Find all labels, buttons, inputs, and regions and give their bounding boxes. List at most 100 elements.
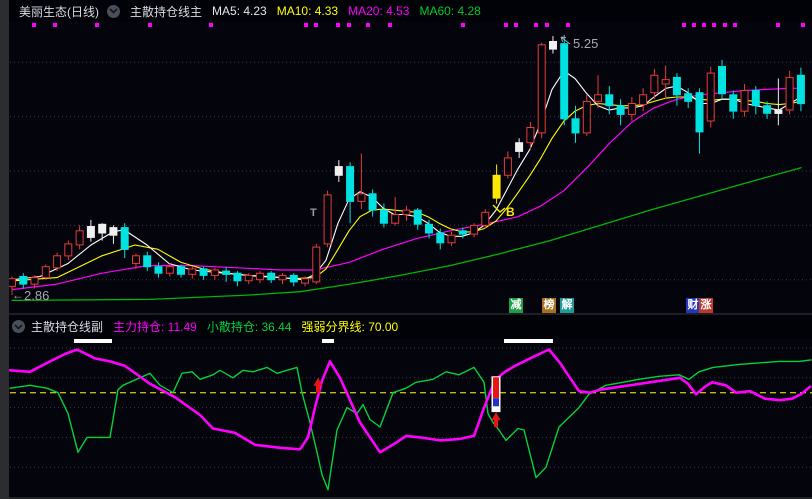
ma-line-ma5 — [11, 70, 802, 281]
sub-titlebar: 主散持仓线副 主力持仓: 11.49 小散持仓: 36.44 强弱分界线: 70… — [9, 315, 812, 338]
ma10-value: MA10: 4.33 — [276, 4, 339, 18]
candle — [470, 224, 479, 235]
event-badge[interactable]: 解 — [560, 298, 574, 313]
buy-arrow-icon — [491, 412, 501, 428]
candle — [222, 270, 231, 275]
holding-line — [8, 348, 812, 454]
event-badge[interactable]: 财 — [686, 298, 700, 313]
high-price-label: 5.25 — [573, 36, 598, 51]
retail-holding-value: 小散持仓: 36.44 — [206, 320, 292, 334]
candle — [402, 209, 411, 216]
candles[interactable] — [8, 35, 805, 295]
candle — [346, 166, 355, 202]
ma-line-ma60 — [11, 167, 802, 302]
bottom-border — [0, 497, 812, 499]
buy-arrow-icon — [313, 377, 323, 393]
candle — [718, 66, 726, 95]
candle — [323, 194, 332, 245]
signal-dots — [32, 23, 805, 27]
stock-title: 美丽生态(日线) — [19, 4, 99, 19]
strength-threshold-value: 强弱分界线: 70.00 — [301, 320, 399, 334]
chevron-down-icon[interactable] — [107, 4, 120, 18]
candle — [616, 105, 625, 115]
candle — [30, 277, 39, 285]
low-arrow-icon: ← — [12, 288, 24, 302]
low-price-label: 2.86 — [24, 288, 49, 303]
candle — [199, 268, 208, 276]
candle — [188, 268, 197, 275]
candle — [774, 109, 783, 114]
candle — [75, 230, 84, 246]
candle — [684, 93, 693, 102]
candle — [785, 76, 794, 111]
candle — [672, 76, 681, 96]
high-arrow-icon — [560, 36, 571, 45]
candle — [594, 94, 602, 102]
strength-bar — [74, 339, 112, 343]
candle — [312, 246, 321, 283]
ma5-value: MA5: 4.23 — [212, 4, 267, 18]
candle — [639, 94, 648, 106]
holding-line — [9, 359, 812, 491]
ma-line-ma10 — [11, 96, 802, 282]
candle — [425, 223, 433, 234]
candle — [64, 243, 73, 257]
candle — [447, 234, 456, 244]
candle — [357, 193, 366, 202]
candle — [8, 278, 16, 287]
event-badge[interactable]: 减 — [509, 298, 523, 313]
b-signal-marker: B — [506, 205, 515, 219]
candle — [751, 90, 760, 107]
candle — [695, 92, 704, 133]
candle — [492, 174, 501, 199]
indicator-name-main: 主散持仓线主 — [130, 4, 203, 19]
candle — [729, 94, 738, 112]
candle — [436, 232, 445, 244]
candle — [165, 266, 174, 274]
candle — [177, 266, 185, 275]
candle — [605, 94, 614, 107]
strength-bar — [322, 339, 334, 343]
candle — [19, 276, 28, 285]
candle — [413, 209, 422, 225]
candle — [796, 74, 805, 105]
candle — [41, 266, 50, 279]
sub-indicator-chart[interactable] — [0, 338, 812, 499]
candle — [278, 274, 287, 281]
event-badge[interactable]: 涨 — [699, 298, 713, 313]
candle — [53, 255, 62, 269]
candle — [560, 43, 569, 120]
ma20-value: MA20: 4.53 — [348, 4, 410, 18]
candle — [571, 118, 580, 134]
main-candlestick-chart[interactable]: 5.25 ← 2.86 B T — [0, 22, 812, 313]
candle — [661, 79, 670, 85]
chevron-down-icon[interactable] — [12, 320, 25, 333]
candle — [132, 255, 140, 264]
ma-line-ma20 — [11, 87, 802, 291]
strength-bar — [504, 339, 553, 343]
candle — [627, 103, 636, 115]
candle — [244, 274, 253, 282]
candle — [740, 90, 749, 112]
candle — [503, 157, 512, 176]
candle — [763, 105, 772, 114]
candle — [86, 226, 95, 238]
candle — [650, 74, 659, 94]
candle — [143, 255, 152, 268]
candle — [255, 272, 264, 281]
t-marker: T — [310, 207, 317, 219]
candle — [301, 278, 309, 284]
candle — [458, 230, 467, 235]
candle — [706, 72, 715, 122]
candle — [515, 142, 524, 152]
candle — [537, 44, 546, 134]
indicator-name-sub: 主散持仓线副 — [31, 320, 104, 334]
ma60-value: MA60: 4.28 — [419, 4, 481, 18]
candle — [368, 193, 377, 211]
main-titlebar: 美丽生态(日线) 主散持仓线主 MA5: 4.23 MA10: 4.33 MA2… — [9, 0, 812, 22]
candle — [120, 227, 129, 250]
candle — [154, 266, 163, 274]
event-badge[interactable]: 榜 — [542, 298, 556, 313]
panel-divider[interactable] — [0, 313, 812, 315]
